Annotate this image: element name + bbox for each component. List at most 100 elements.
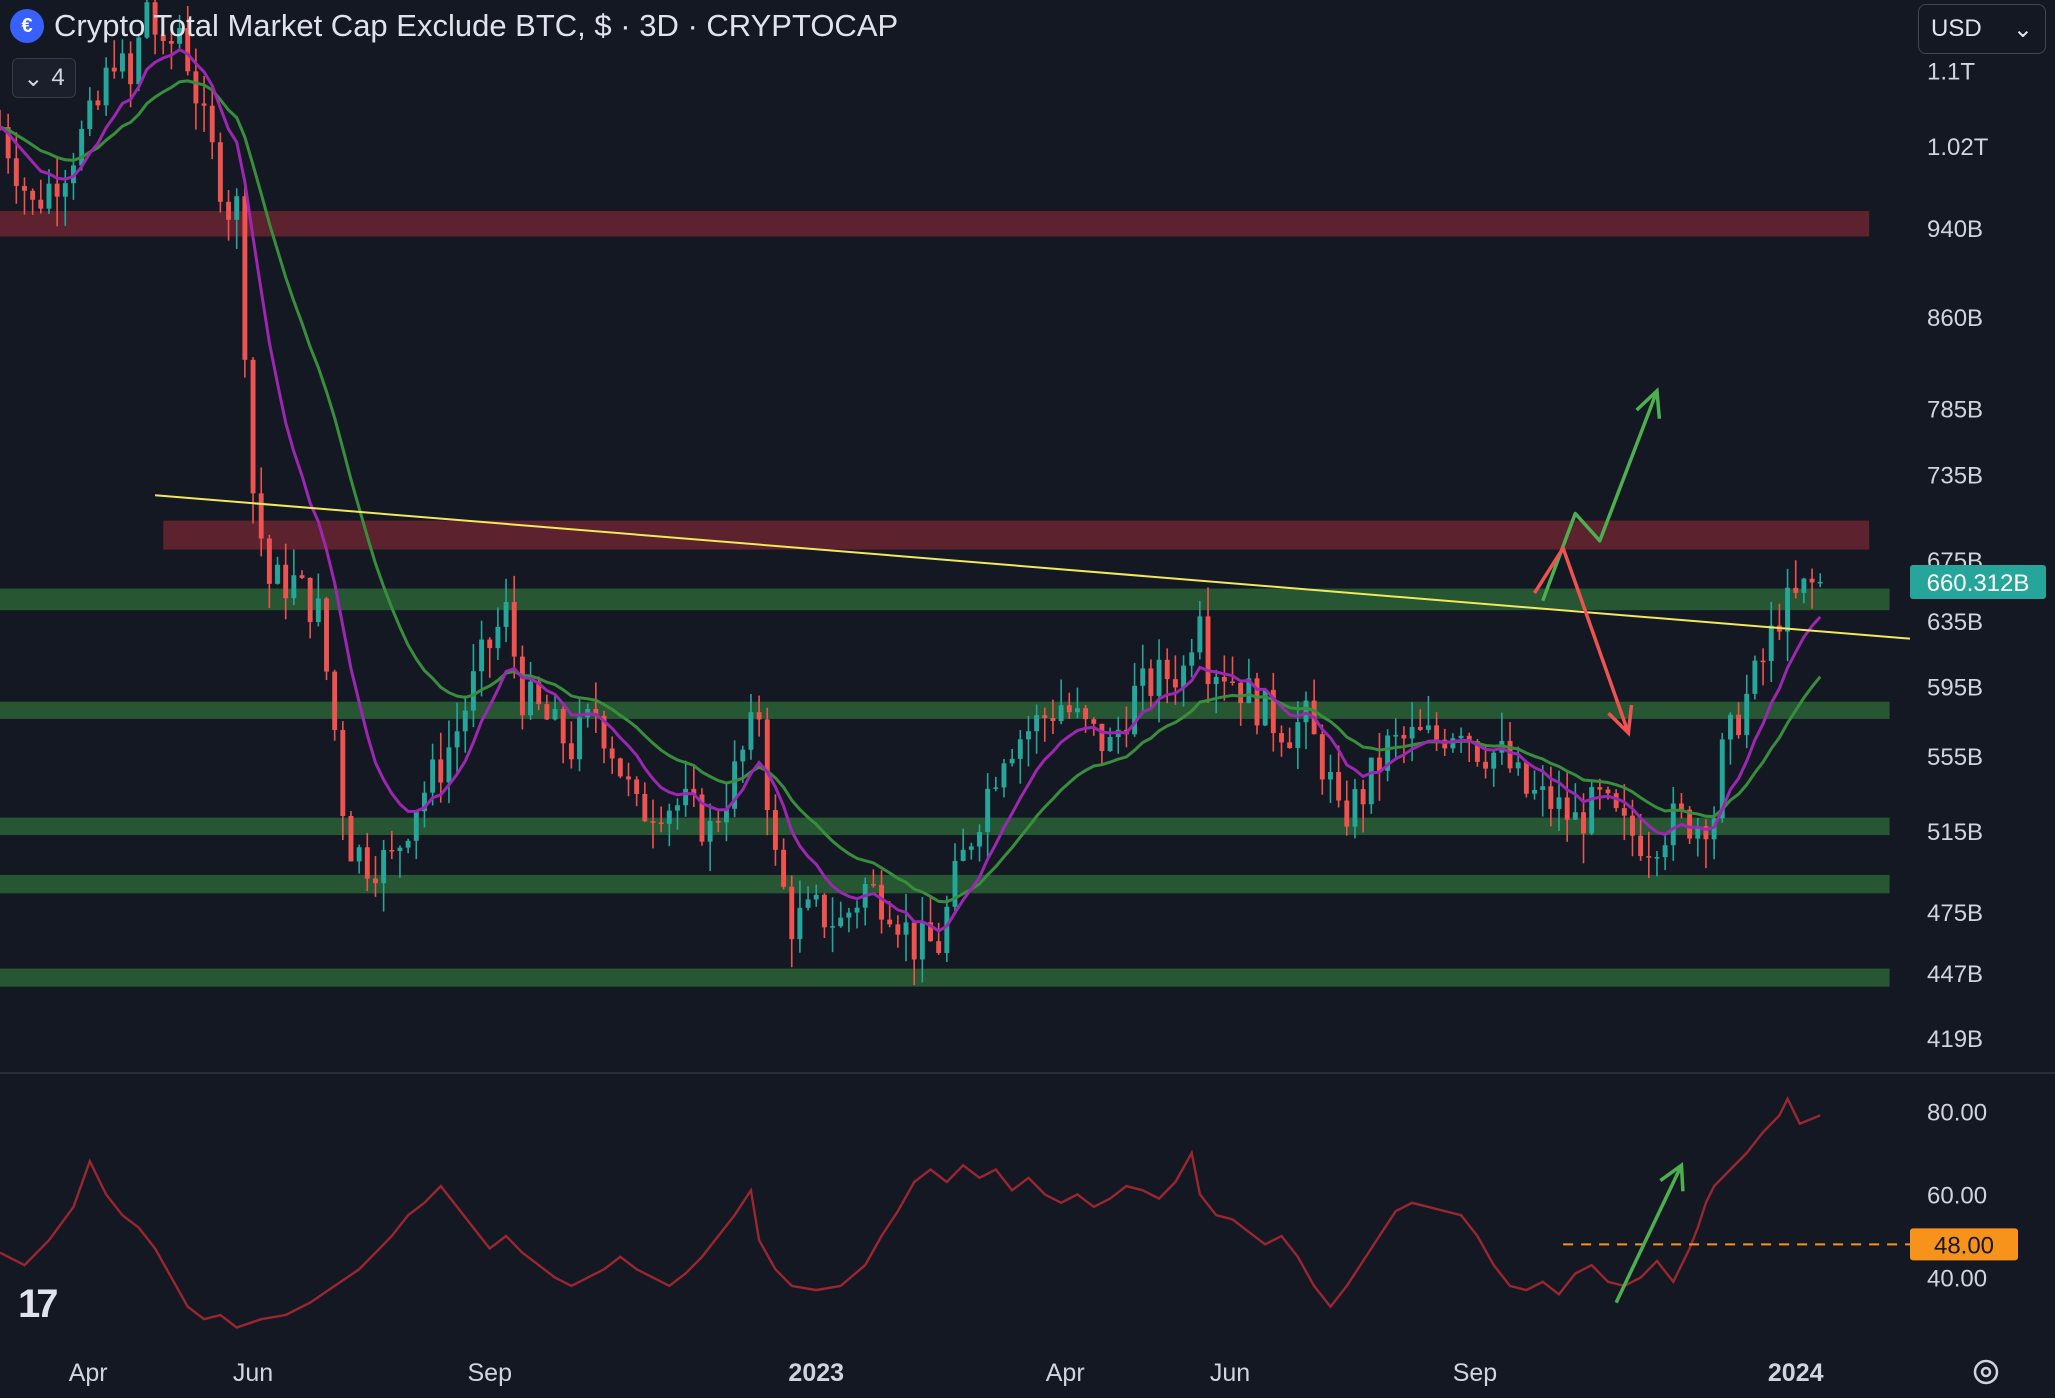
candle-body	[1034, 715, 1040, 732]
candle-body	[577, 717, 582, 760]
candle-body	[960, 849, 966, 861]
last-price-label: 660.312B	[1927, 570, 2030, 597]
candle-body	[1515, 762, 1521, 769]
resistance-zone	[0, 211, 1870, 237]
candle-body	[1368, 757, 1374, 805]
candle-body	[193, 71, 199, 104]
candle-body	[79, 128, 85, 166]
ema-fast-line	[0, 47, 1822, 933]
time-tick-label: Apr	[69, 1359, 108, 1387]
candle-body	[560, 708, 566, 744]
candle-body	[732, 761, 738, 809]
candle-body	[1785, 587, 1791, 632]
candle-body	[1287, 742, 1293, 748]
candle-body	[373, 878, 378, 884]
candle-body	[1026, 731, 1031, 740]
candle-body	[1670, 803, 1676, 846]
candle-body	[1230, 681, 1235, 683]
candle-body	[1760, 660, 1766, 663]
candle-body	[111, 67, 117, 72]
tradingview-logo-icon[interactable]: 17	[18, 1282, 58, 1326]
candle-body	[152, 2, 158, 35]
time-tick-label: Jun	[1210, 1359, 1250, 1387]
candle-body	[1425, 725, 1431, 730]
candle-body	[389, 850, 395, 852]
candle-body	[1434, 725, 1440, 740]
candle-body	[1156, 659, 1162, 696]
candle-body	[911, 922, 917, 960]
candle-body	[895, 924, 901, 935]
rsi-tick-label: 80.00	[1927, 1099, 1987, 1126]
candle-body	[46, 183, 52, 209]
candle-body	[821, 894, 827, 928]
candle-body	[22, 185, 27, 191]
candle-body	[1262, 689, 1268, 726]
candle-body	[724, 808, 729, 823]
candle-body	[234, 196, 240, 220]
candle-body	[397, 847, 403, 852]
candle-body	[511, 602, 517, 657]
candle-body	[1483, 761, 1489, 769]
candle-body	[1197, 616, 1203, 653]
cryptocap-logo-icon[interactable]: €	[10, 9, 44, 43]
candle-body	[332, 671, 338, 730]
candle-body	[1385, 735, 1391, 771]
bullish-scenario-arrow	[1541, 390, 1659, 602]
price-tick-label: 555B	[1927, 744, 1983, 771]
support-zone	[0, 874, 1890, 894]
time-tick-label: Jun	[233, 1359, 273, 1387]
candle-body	[30, 190, 36, 200]
candle-body	[242, 196, 248, 360]
candle-body	[307, 577, 313, 623]
candle-body	[536, 681, 542, 705]
indicators-toggle-button[interactable]: ⌄ 4	[12, 58, 76, 98]
chart-header: € Crypto Total Market Cap Exclude BTC, $…	[10, 8, 898, 44]
candle-body	[928, 922, 933, 942]
price-tick-label: 475B	[1927, 900, 1983, 927]
candle-body	[1091, 719, 1097, 724]
candle-body	[1140, 668, 1146, 686]
candle-body	[1646, 856, 1652, 858]
currency-select[interactable]: USD ⌄	[1918, 4, 2046, 54]
candle-body	[13, 158, 19, 186]
candle-body	[1630, 815, 1635, 836]
candle-body	[968, 846, 974, 850]
candle-body	[1254, 678, 1260, 726]
candle-body	[446, 747, 452, 783]
candle-body	[503, 602, 509, 627]
price-tick-label: 860B	[1927, 305, 1983, 332]
candle-body	[1213, 676, 1219, 685]
candle-body	[250, 359, 256, 494]
support-zone	[0, 701, 1890, 719]
candle-body	[1376, 757, 1382, 771]
support-zone	[0, 968, 1890, 987]
symbol-title[interactable]: Crypto Total Market Cap Exclude BTC, $ ·…	[54, 8, 899, 43]
candle-body	[1058, 705, 1064, 721]
candle-body	[568, 743, 574, 760]
candle-body	[707, 821, 713, 842]
candle-body	[617, 758, 623, 777]
bullish-scenario-arrow-head	[1635, 387, 1662, 419]
candle-body	[364, 847, 370, 879]
candle-body	[1409, 727, 1415, 739]
candle-body	[1393, 735, 1399, 737]
candle-body	[936, 941, 942, 953]
settings-gear-icon[interactable]	[1970, 1356, 2002, 1388]
candle-body	[1050, 717, 1056, 721]
price-tick-label: 515B	[1927, 819, 1983, 846]
currency-value: USD	[1931, 15, 1982, 42]
candle-body	[1589, 787, 1595, 834]
candle-body	[1654, 857, 1660, 859]
candle-body	[1621, 808, 1627, 816]
time-tick-label: 2024	[1768, 1359, 1824, 1387]
candle-body	[846, 912, 852, 918]
candle-body	[748, 712, 754, 750]
candle-body	[919, 922, 925, 960]
candle-body	[1221, 676, 1227, 682]
candle-body	[601, 715, 607, 749]
candle-body	[54, 183, 60, 197]
candle-body	[1605, 789, 1611, 794]
chevron-down-icon: ⌄	[2012, 15, 2033, 43]
candle-body	[348, 815, 354, 862]
